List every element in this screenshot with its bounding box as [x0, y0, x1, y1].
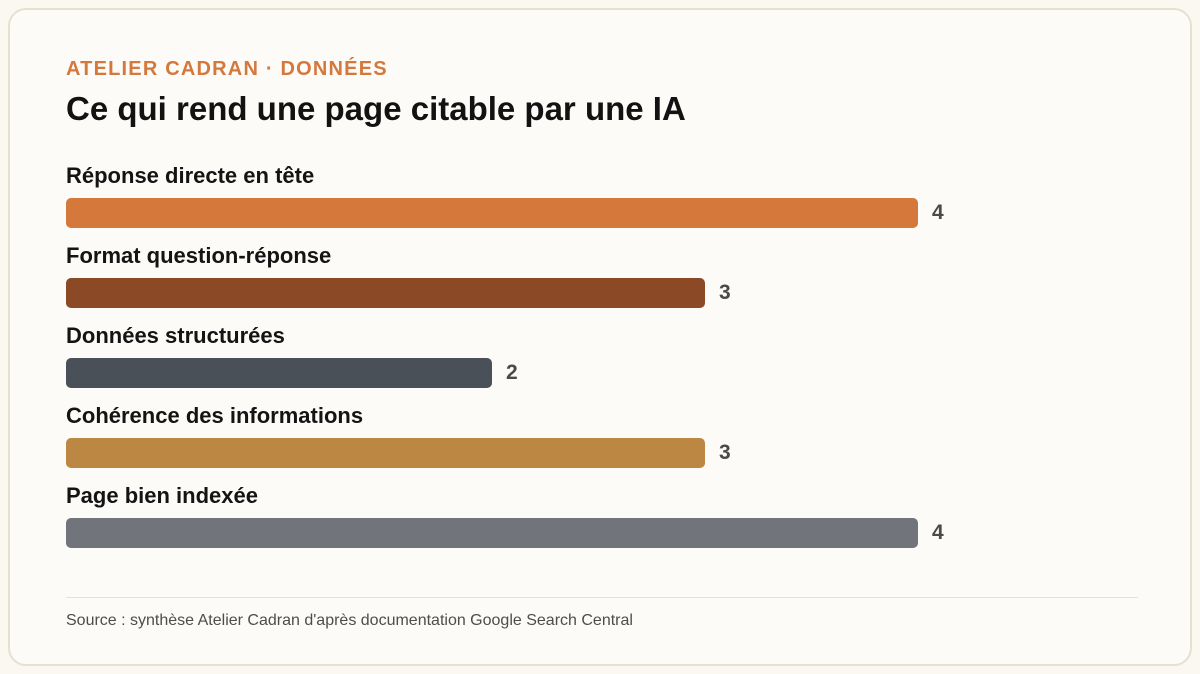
bar-row: Page bien indexée 4 — [66, 482, 1138, 562]
chart-title: Ce qui rend une page citable par une IA — [66, 90, 686, 127]
bar — [66, 358, 492, 388]
chart-card: ATELIER CADRAN · DONNÉES Ce qui rend une… — [8, 8, 1192, 666]
bar-row: Cohérence des informations 3 — [66, 402, 1138, 482]
source-note: Source : synthèse Atelier Cadran d'après… — [66, 612, 633, 629]
bar-value-label: 3 — [719, 441, 731, 464]
bar-category-label: Page bien indexée — [66, 483, 258, 508]
bar-row: Données structurées 2 — [66, 322, 1138, 402]
bar-category-label: Format question-réponse — [66, 243, 332, 268]
bar-category-label: Données structurées — [66, 323, 285, 348]
bar-chart: Réponse directe en tête 4 Format question-… — [66, 162, 1138, 562]
bar-category-label: Cohérence des informations — [66, 403, 364, 428]
kicker-label: ATELIER CADRAN · DONNÉES — [66, 58, 388, 80]
bar — [66, 198, 918, 228]
footer-divider — [66, 597, 1138, 598]
bar — [66, 518, 918, 548]
bar-value-label: 4 — [932, 201, 944, 224]
bar-value-label: 2 — [506, 361, 518, 384]
bar-value-label: 3 — [719, 281, 731, 304]
bar — [66, 278, 705, 308]
bar-row: Réponse directe en tête 4 — [66, 162, 1138, 242]
bar-row: Format question-réponse 3 — [66, 242, 1138, 322]
bar-category-label: Réponse directe en tête — [66, 163, 315, 188]
bar-value-label: 4 — [932, 521, 944, 544]
bar — [66, 438, 705, 468]
